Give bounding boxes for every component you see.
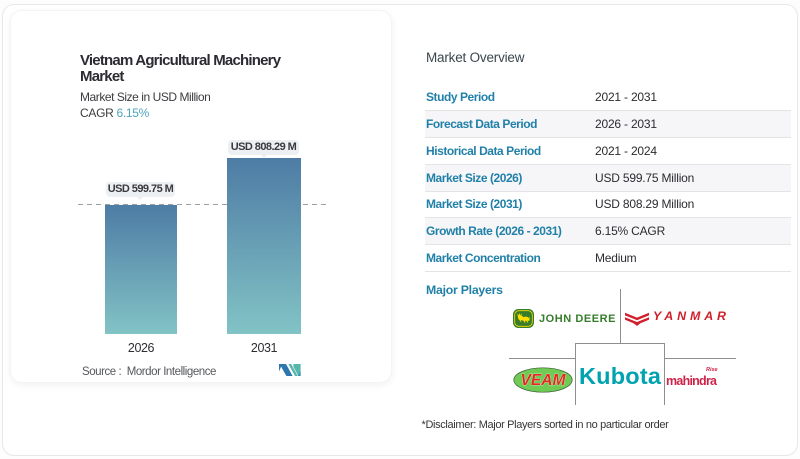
svg-text:VEAM: VEAM	[521, 372, 567, 389]
